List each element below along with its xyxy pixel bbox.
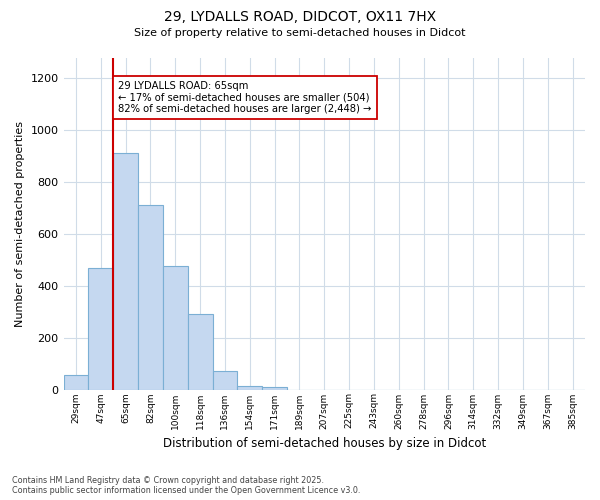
Text: 29 LYDALLS ROAD: 65sqm
← 17% of semi-detached houses are smaller (504)
82% of se: 29 LYDALLS ROAD: 65sqm ← 17% of semi-det…	[118, 81, 371, 114]
Bar	[212, 372, 238, 390]
Y-axis label: Number of semi-detached properties: Number of semi-detached properties	[15, 120, 25, 326]
Text: 29, LYDALLS ROAD, DIDCOT, OX11 7HX: 29, LYDALLS ROAD, DIDCOT, OX11 7HX	[164, 10, 436, 24]
X-axis label: Distribution of semi-detached houses by size in Didcot: Distribution of semi-detached houses by …	[163, 437, 486, 450]
Bar	[262, 387, 287, 390]
Text: Size of property relative to semi-detached houses in Didcot: Size of property relative to semi-detach…	[134, 28, 466, 38]
Bar	[138, 206, 163, 390]
Bar	[88, 268, 113, 390]
Bar	[188, 314, 212, 390]
Bar	[238, 386, 262, 390]
Bar	[163, 266, 188, 390]
Text: Contains HM Land Registry data © Crown copyright and database right 2025.
Contai: Contains HM Land Registry data © Crown c…	[12, 476, 361, 495]
Bar	[113, 154, 138, 390]
Bar	[64, 375, 88, 390]
